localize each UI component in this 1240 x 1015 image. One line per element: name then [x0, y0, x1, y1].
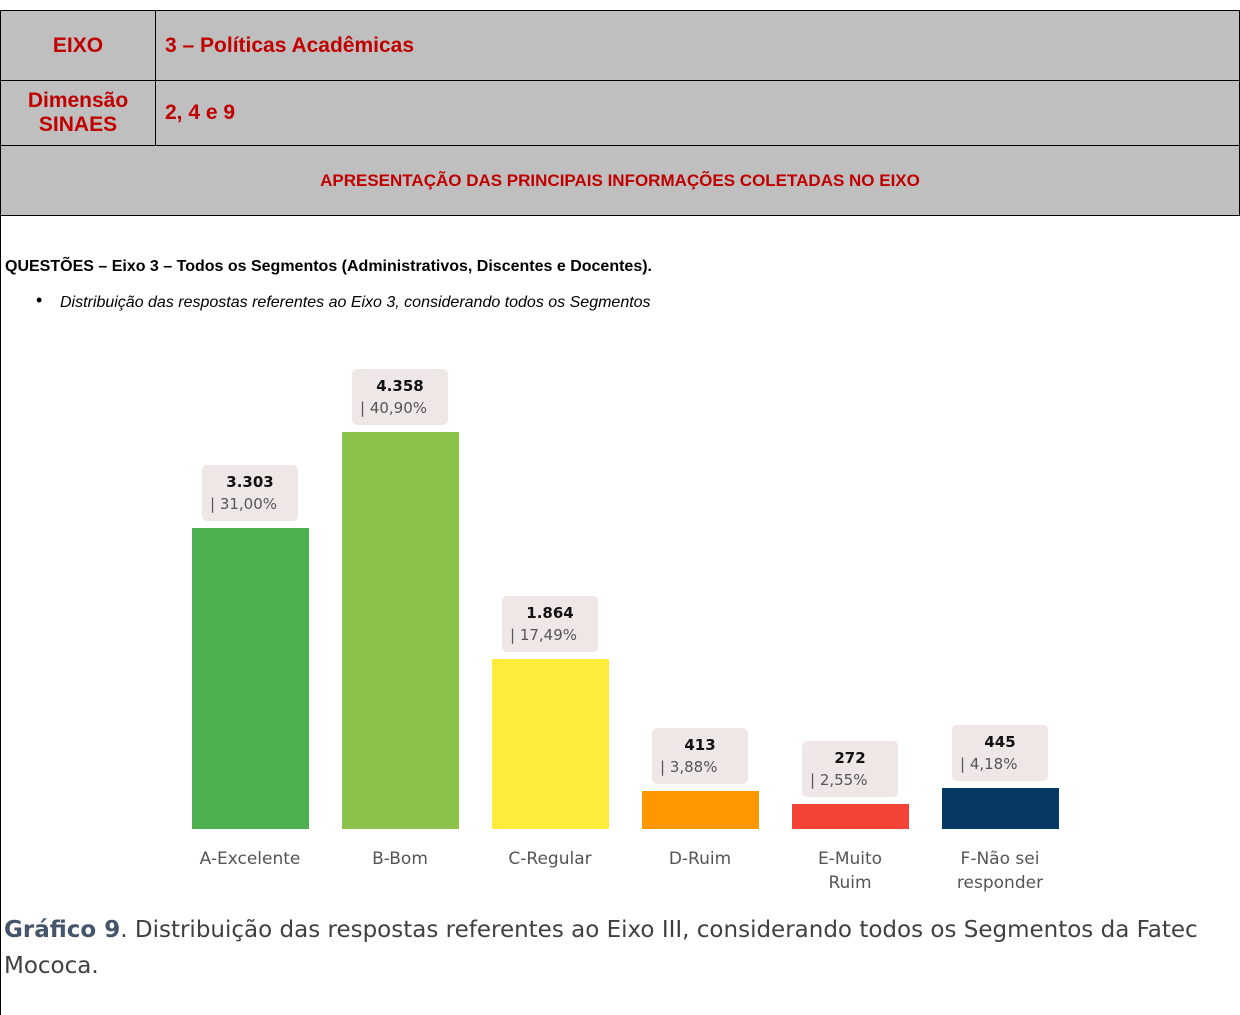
chart: 3.303 | 31,00% A-Excelente 4.358 | 40,90% B-B… — [0, 330, 1240, 910]
caption-label: Gráfico 9 — [4, 917, 121, 943]
percent-label: | 2,55% — [810, 771, 868, 790]
bar — [341, 431, 459, 829]
caption-text: . Distribuição das respostas referentes … — [4, 917, 1198, 979]
bullet-text: Distribuição das respostas referentes ao… — [60, 294, 651, 311]
percent-label: | 31,00% — [210, 495, 278, 514]
bar — [941, 788, 1059, 829]
caption: Gráfico 9. Distribuição das respostas re… — [4, 912, 1240, 984]
bullet-dot: • — [36, 290, 43, 310]
data-label: 445 | 4,18% — [952, 725, 1048, 782]
dimensao-value: 2, 4 e 9 — [155, 80, 1240, 146]
question: QUESTÕES – Eixo 3 – Todos os Segmentos (… — [5, 258, 652, 275]
category-label: C-Regular — [508, 849, 592, 869]
border-left — [0, 215, 1, 1015]
category-label: A-Excelente — [199, 849, 301, 869]
data-label: 4.358 | 40,90% — [352, 368, 448, 425]
bar — [791, 804, 909, 829]
value-label: 4.358 — [376, 376, 424, 395]
value-label: 445 — [984, 733, 1016, 752]
data-label: 272 | 2,55% — [802, 741, 898, 798]
bar — [491, 659, 609, 829]
data-label: 413 | 3,88% — [652, 728, 748, 785]
percent-label: | 4,18% — [960, 755, 1018, 774]
percent-label: | 3,88% — [660, 758, 718, 777]
dimensao-line: SINAES — [38, 113, 118, 136]
category-label: D-Ruim — [668, 849, 732, 869]
category-label: F-Não sei responder — [956, 849, 1044, 893]
eixo-value: 3 – Políticas Acadêmicas — [155, 10, 1240, 81]
dimensao-line: Dimensão — [27, 89, 129, 112]
percent-label: | 17,49% — [510, 626, 578, 645]
value-label: 413 — [684, 736, 716, 755]
category-label: B-Bom — [372, 849, 428, 869]
value-label: 3.303 — [226, 473, 274, 492]
dimensao-label: Dimensão SINAES — [0, 80, 156, 146]
value-label: 1.864 — [526, 604, 574, 623]
value-label: 272 — [834, 749, 866, 768]
bar — [641, 791, 759, 829]
data-label: 1.864 | 17,49% — [502, 596, 598, 653]
percent-label: | 40,90% — [360, 398, 428, 417]
bar — [191, 528, 309, 829]
section-title: APRESENTAÇÃO DAS PRINCIPAIS INFORMAÇÕES … — [0, 145, 1240, 216]
category-label: E-Muito Ruim — [817, 849, 883, 893]
data-label: 3.303 | 31,00% — [202, 465, 298, 522]
eixo-label: EIXO — [0, 10, 156, 81]
